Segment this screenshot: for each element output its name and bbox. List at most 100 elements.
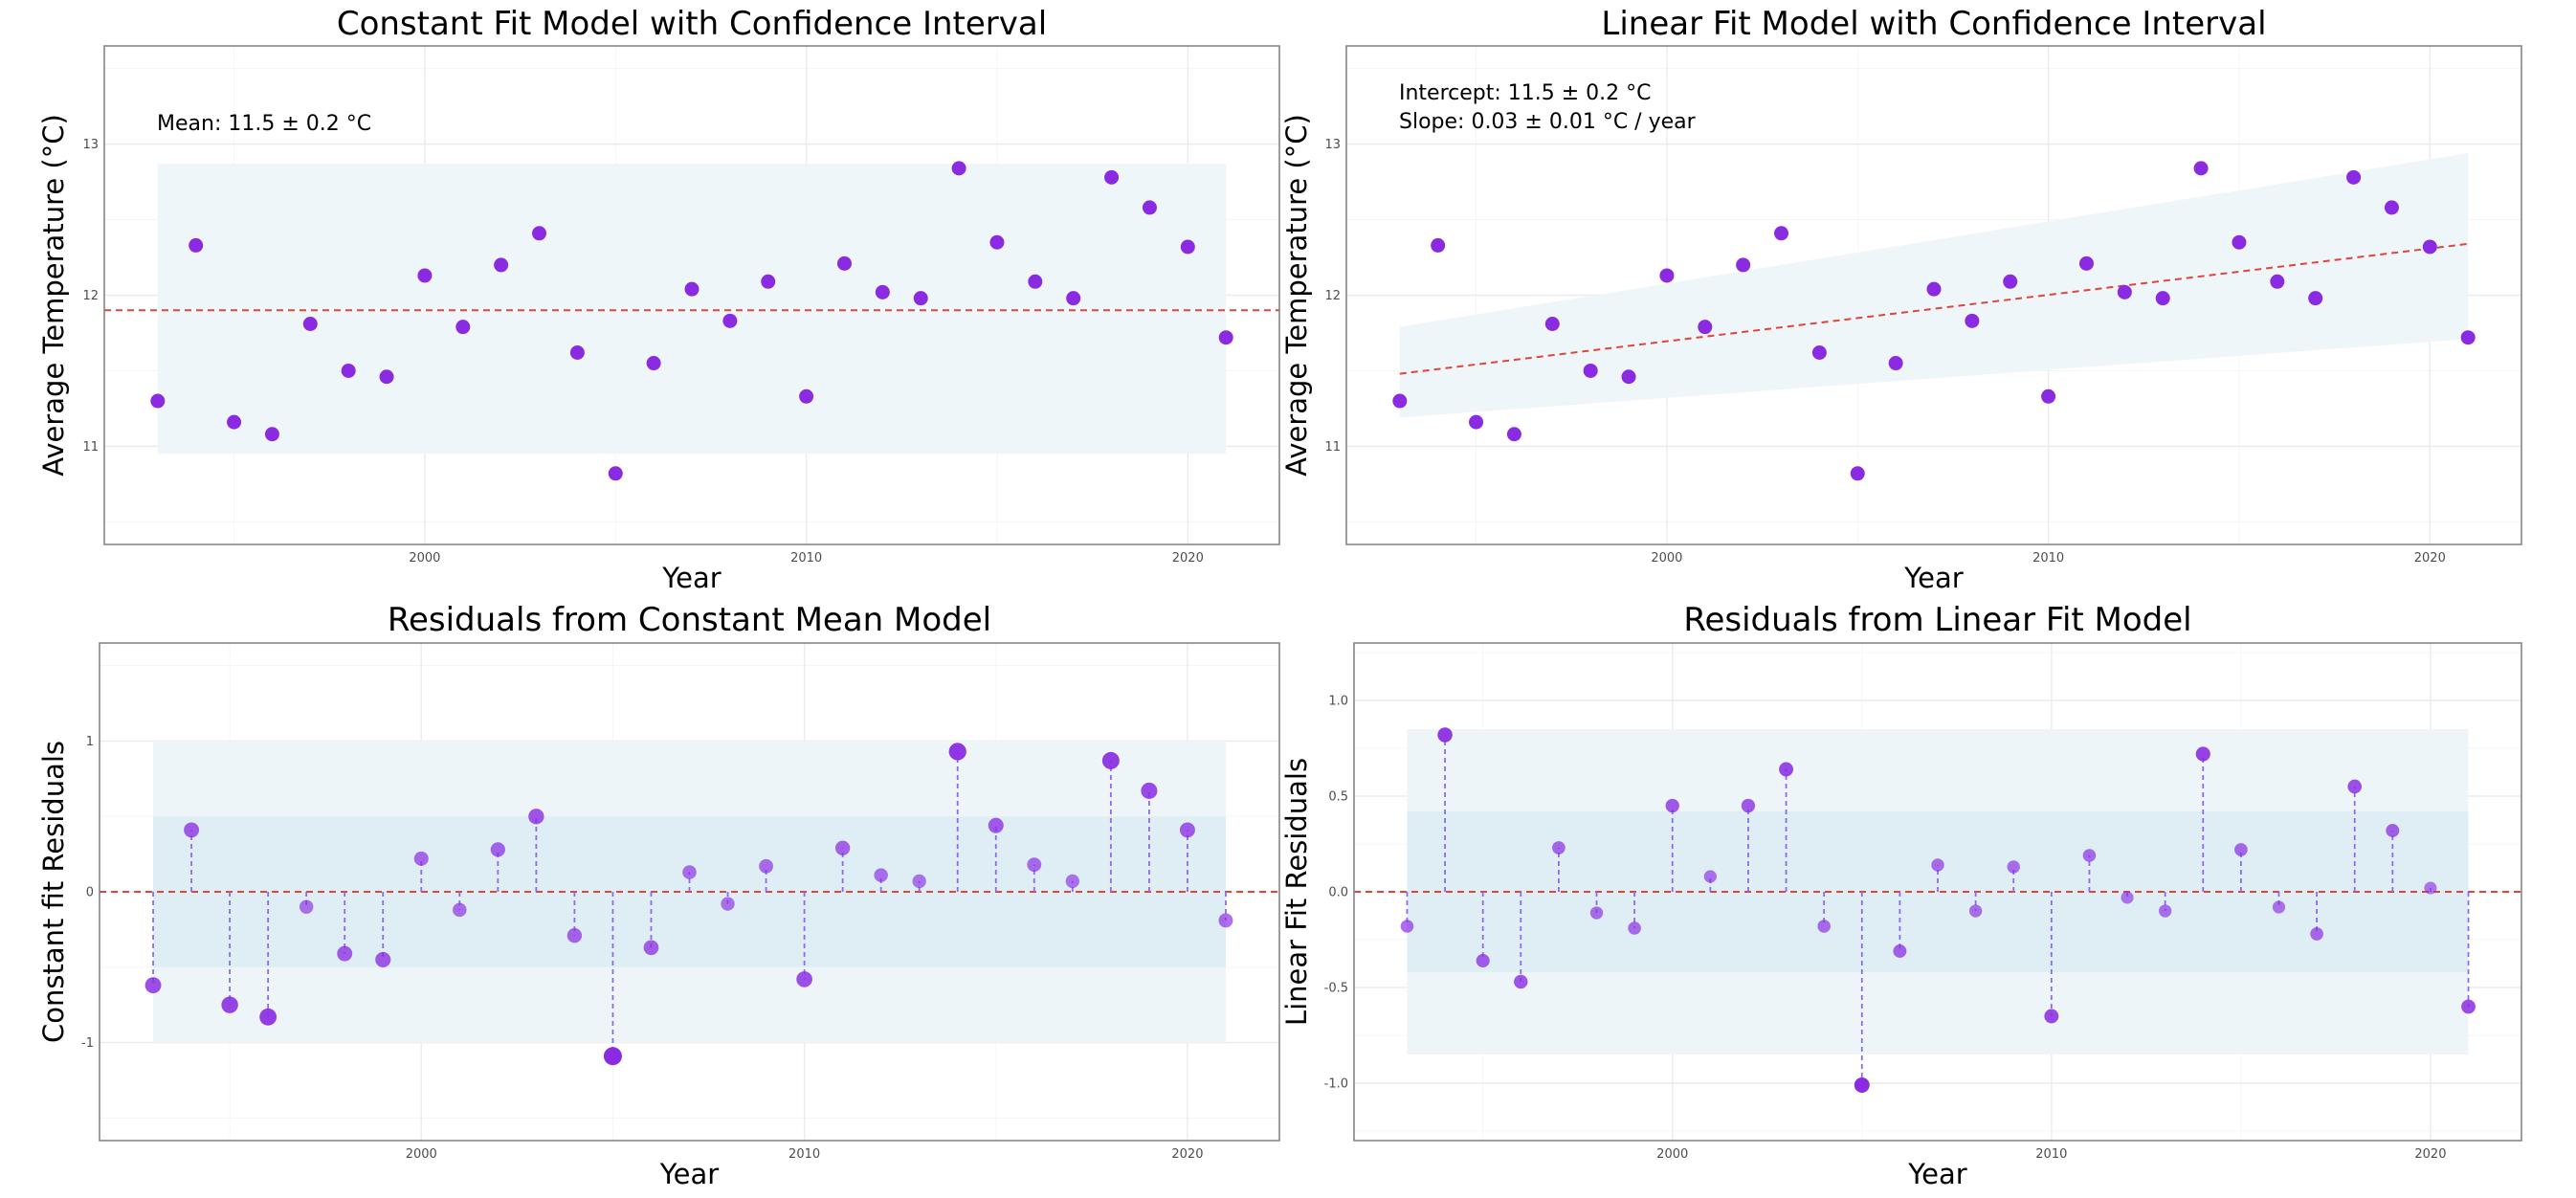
data-point [1628, 921, 1641, 935]
data-point [874, 868, 888, 882]
data-point [1854, 1077, 1870, 1093]
x-tick-label: 2000 [1656, 1147, 1688, 1162]
data-point [2044, 1009, 2059, 1024]
data-point [1931, 858, 1944, 872]
x-tick-label: 2010 [790, 551, 822, 566]
data-point [2346, 169, 2362, 185]
data-point [1552, 841, 1566, 854]
data-point [799, 388, 814, 404]
data-point [875, 284, 890, 300]
panel-title: Residuals from Linear Fit Model [1683, 601, 2191, 639]
x-tick-label: 2000 [1651, 551, 1682, 566]
plot-frame [103, 45, 1280, 545]
data-point [1514, 974, 1528, 989]
fit-annotation: Slope: 0.03 ± 0.01 °C / year [1399, 110, 1697, 134]
data-point [951, 161, 966, 176]
data-point [1476, 953, 1490, 968]
data-point [490, 842, 505, 857]
chart-panel-4: 2000 2010 2020 -1.0 -0.5 0.0 0.5 1.0 Residuals f… [1280, 601, 2522, 1190]
data-point [2041, 388, 2056, 404]
data-point [988, 817, 1004, 833]
y-axis-label: Average Temperature (°C) [37, 114, 70, 477]
data-point [643, 940, 659, 956]
data-point [759, 858, 773, 874]
data-point [608, 466, 623, 481]
y-tick-label: 13 [1324, 138, 1341, 152]
y-axis-label: Average Temperature (°C) [1280, 114, 1313, 477]
data-point [494, 257, 509, 273]
data-point [2195, 746, 2210, 762]
data-point [1141, 782, 1158, 799]
y-tick-label: 13 [82, 138, 99, 152]
data-point [682, 865, 697, 879]
data-point [337, 945, 353, 962]
data-point [1065, 874, 1079, 889]
data-point [1888, 356, 1903, 371]
data-point [2424, 881, 2437, 895]
x-tick-label: 2020 [2414, 1147, 2446, 1162]
data-point [453, 902, 467, 918]
data-point [2007, 860, 2020, 874]
data-point [989, 234, 1005, 250]
x-tick-label: 2000 [406, 1147, 437, 1162]
data-point [1583, 363, 1598, 378]
y-tick-label: -1 [81, 1036, 94, 1051]
data-point [603, 1047, 622, 1066]
data-point [2384, 200, 2399, 215]
data-point [836, 255, 852, 271]
data-point [1698, 320, 1713, 335]
data-point [1101, 751, 1120, 769]
data-point [834, 840, 851, 855]
data-point [2003, 274, 2018, 289]
data-point [1104, 169, 1120, 185]
data-point [796, 971, 812, 987]
data-point [1180, 239, 1195, 255]
plot-frame [99, 642, 1280, 1142]
data-point [532, 226, 547, 241]
data-point [2155, 291, 2170, 306]
data-point [2386, 824, 2400, 837]
plot-frame [1345, 45, 2522, 545]
x-axis-label: Year [1903, 562, 1963, 594]
data-point [1968, 904, 1983, 918]
data-point [2121, 891, 2134, 904]
data-point [2308, 291, 2323, 306]
data-point [1218, 330, 1233, 345]
data-point [2460, 330, 2476, 345]
data-point [1506, 427, 1521, 442]
data-point [1027, 857, 1042, 873]
data-point [259, 1008, 278, 1026]
data-point [1400, 920, 1414, 933]
data-point [184, 822, 200, 838]
data-point [1703, 870, 1717, 883]
data-point [1659, 268, 1675, 283]
x-tick-label: 2020 [2414, 551, 2446, 566]
fit-annotation: Mean: 11.5 ± 0.2 °C [157, 112, 371, 136]
y-tick-label: 0.5 [1328, 790, 1348, 805]
y-tick-label: -1.0 [1324, 1077, 1348, 1092]
data-point [455, 320, 471, 335]
data-point [2193, 161, 2209, 176]
data-point [1779, 762, 1794, 777]
x-tick-label: 2010 [2032, 551, 2064, 566]
data-point [1893, 944, 1907, 958]
data-point [227, 414, 242, 430]
data-point [1850, 466, 1865, 481]
data-point [1218, 913, 1233, 928]
x-axis-label: Year [659, 1158, 719, 1190]
data-point [379, 369, 394, 385]
data-point [1817, 920, 1831, 933]
data-point [221, 996, 238, 1013]
data-point [2272, 900, 2286, 914]
data-point [144, 977, 162, 994]
data-point [721, 897, 735, 911]
data-point [299, 899, 314, 914]
x-tick-label: 2010 [788, 1147, 820, 1162]
data-point [1774, 226, 1789, 241]
y-tick-label: 0.0 [1328, 886, 1348, 900]
data-point [722, 313, 738, 328]
data-point [1544, 316, 1560, 331]
data-point [1028, 274, 1043, 289]
x-tick-label: 2020 [1172, 551, 1204, 566]
